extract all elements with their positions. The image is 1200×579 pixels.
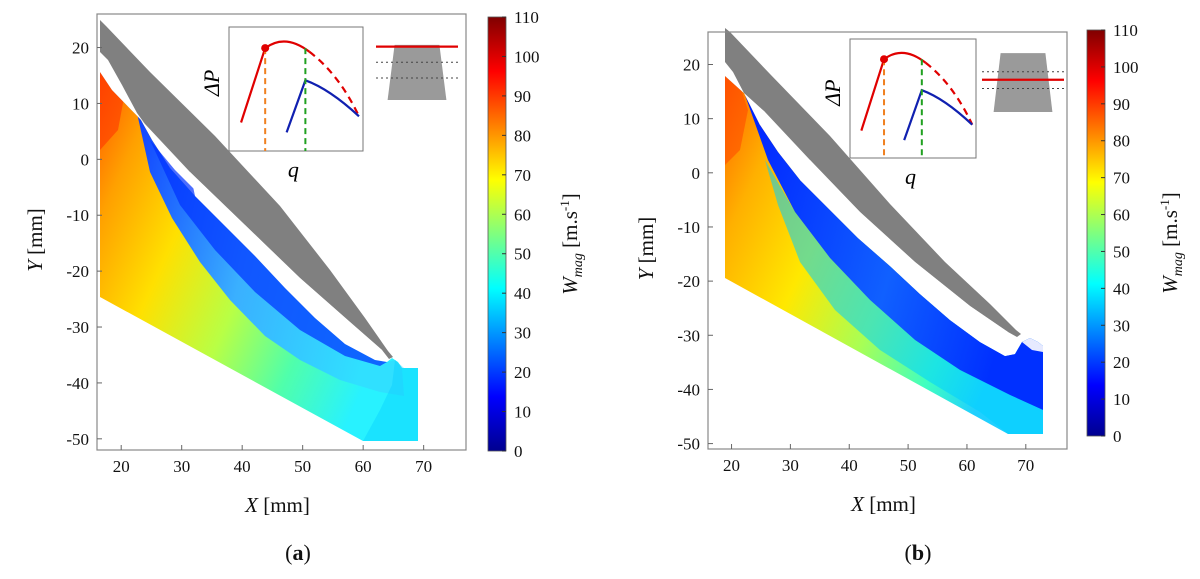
colorbar-label: Wmag [m.s-1] xyxy=(557,193,586,294)
colorbar-tick-label: 110 xyxy=(1113,21,1138,40)
y-tick-label: -40 xyxy=(66,374,89,393)
panel-caption: (b) xyxy=(905,540,932,565)
panel-a xyxy=(100,20,418,441)
x-tick-label: 40 xyxy=(841,456,858,475)
inset-y-label: ΔP xyxy=(199,70,224,97)
colorbar-tick-label: 20 xyxy=(514,363,531,382)
x-axis-label: X [mm] xyxy=(244,493,310,517)
y-tick-label: -50 xyxy=(66,430,89,449)
y-tick-label: 0 xyxy=(81,150,90,169)
colorbar-tick-label: 40 xyxy=(514,284,531,303)
colorbar-tick-label: 50 xyxy=(1113,242,1130,261)
blade-b xyxy=(725,28,1021,337)
inset-y-label: ΔP xyxy=(820,79,845,106)
colorbar-tick-label: 100 xyxy=(1113,58,1139,77)
colorbar-label: Wmag [m.s-1] xyxy=(1157,192,1186,293)
colorbar-tick-label: 60 xyxy=(514,205,531,224)
y-tick-label: 10 xyxy=(683,110,700,129)
colorbar-tick-label: 30 xyxy=(514,324,531,343)
panel-caption: (a) xyxy=(285,540,311,565)
colorbar-tick-label: 50 xyxy=(514,245,531,264)
x-tick-label: 60 xyxy=(355,457,372,476)
colorbar-tick-label: 110 xyxy=(514,8,539,27)
x-tick-label: 20 xyxy=(723,456,740,475)
inset-performance-curve: ΔP q xyxy=(199,26,364,182)
plot-frame xyxy=(96,13,467,451)
y-tick-label: -20 xyxy=(66,262,89,281)
y-axis-label: Y [mm] xyxy=(634,217,658,281)
colorbar-tick-label: 80 xyxy=(514,126,531,145)
y-tick-label: -10 xyxy=(677,218,700,237)
inset-x-label: q xyxy=(905,164,916,189)
x-tick-label: 40 xyxy=(234,457,251,476)
colorbar-tick-label: 70 xyxy=(514,166,531,185)
colorbar-tick-label: 30 xyxy=(1113,316,1130,335)
y-axis-label: Y [mm] xyxy=(23,208,47,272)
y-tick-label: 10 xyxy=(72,94,89,113)
x-tick-label: 30 xyxy=(782,456,799,475)
plot-frame xyxy=(707,31,1068,450)
x-tick-label: 50 xyxy=(900,456,917,475)
colorbar-tick-label: 0 xyxy=(1113,427,1122,446)
colorbar-tick-label: 20 xyxy=(1113,353,1130,372)
blade-row-icon xyxy=(387,44,447,100)
x-tick-label: 50 xyxy=(294,457,311,476)
y-tick-label: -30 xyxy=(677,326,700,345)
y-tick-label: 20 xyxy=(72,39,89,58)
y-tick-label: 20 xyxy=(683,55,700,74)
design-curve-extension xyxy=(924,61,974,126)
colorbar-scale xyxy=(1086,29,1106,437)
colorbar-tick-label: 10 xyxy=(1113,390,1130,409)
y-tick-label: -10 xyxy=(66,206,89,225)
x-tick-label: 30 xyxy=(173,457,190,476)
colorbar-tick-label: 60 xyxy=(1113,206,1130,225)
blade-a xyxy=(100,20,393,359)
y-tick-label: -40 xyxy=(677,380,700,399)
y-tick-label: -30 xyxy=(66,318,89,337)
operating-point xyxy=(880,55,889,64)
colorbar-tick-label: 70 xyxy=(1113,169,1130,188)
wake-region-a xyxy=(137,113,404,396)
wake-region-b xyxy=(745,95,1043,410)
x-tick-label: 70 xyxy=(1017,456,1034,475)
colorbar-tick-label: 0 xyxy=(514,442,523,461)
colorbar-tick-label: 90 xyxy=(1113,95,1130,114)
x-tick-label: 60 xyxy=(958,456,975,475)
x-axis-label: X [mm] xyxy=(850,492,916,516)
x-tick-label: 70 xyxy=(415,457,432,476)
measurement-plane-sketch xyxy=(982,53,1064,112)
blade-row-icon xyxy=(993,53,1053,112)
measurement-plane-sketch xyxy=(376,44,458,100)
colorbar-tick-label: 90 xyxy=(514,87,531,106)
colorbar-scale xyxy=(487,16,507,452)
operating-point xyxy=(261,44,270,53)
y-tick-label: 0 xyxy=(692,164,701,183)
panel-b xyxy=(725,28,1043,434)
colorbar-tick-label: 10 xyxy=(514,403,531,422)
colorbar-tick-label: 40 xyxy=(1113,279,1130,298)
y-tick-label: -50 xyxy=(677,435,700,454)
design-curve-extension xyxy=(308,50,360,117)
x-tick-label: 20 xyxy=(113,457,130,476)
inset-x-label: q xyxy=(288,157,299,182)
colorbar-tick-label: 100 xyxy=(514,47,540,66)
inset-performance-curve: ΔP q xyxy=(820,38,977,189)
colorbar-tick-label: 80 xyxy=(1113,132,1130,151)
y-tick-label: -20 xyxy=(677,272,700,291)
